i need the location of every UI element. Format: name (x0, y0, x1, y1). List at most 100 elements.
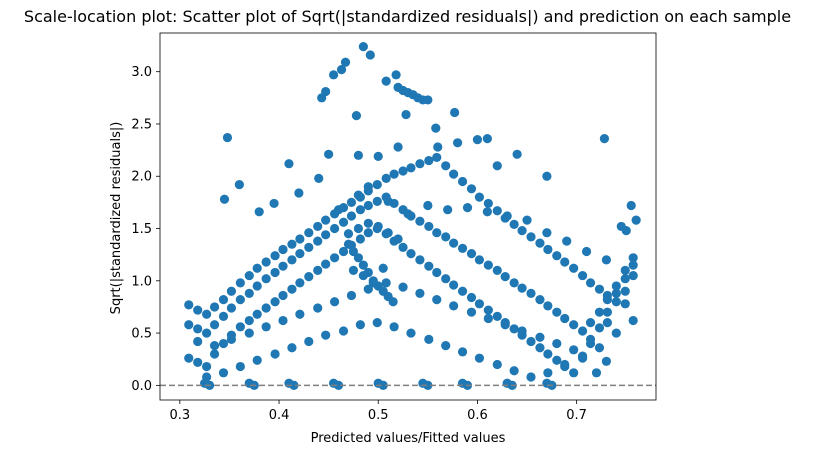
y-axis-ticks: 0.0 0.5 1.0 1.5 2.0 2.5 3.0 (131, 65, 160, 394)
data-point (594, 307, 605, 317)
data-point (526, 232, 536, 242)
data-point (517, 326, 527, 336)
data-point (193, 357, 203, 367)
data-point (295, 249, 305, 259)
data-point (321, 86, 331, 97)
data-point (620, 286, 630, 296)
data-point (244, 328, 254, 338)
data-point (543, 349, 553, 359)
data-point (433, 142, 443, 152)
data-point (321, 230, 331, 240)
x-tick-label: 0.5 (368, 408, 389, 423)
data-point (353, 223, 363, 234)
data-point (294, 188, 304, 198)
data-point (218, 311, 229, 321)
x-tick-label: 0.6 (467, 408, 488, 423)
data-point (378, 380, 388, 390)
data-point (355, 205, 365, 215)
data-point (393, 142, 403, 152)
data-point (351, 111, 362, 121)
data-point (278, 261, 288, 271)
data-point (202, 328, 212, 338)
data-point (235, 322, 245, 332)
data-point (543, 368, 553, 378)
data-point (535, 343, 545, 353)
data-point (482, 207, 492, 217)
y-tick-label: 1.0 (131, 274, 152, 289)
data-point (333, 205, 344, 215)
data-point (594, 343, 605, 353)
data-point (602, 295, 612, 305)
data-point (383, 228, 393, 238)
data-point (500, 272, 510, 282)
data-point (193, 324, 203, 334)
data-point (560, 313, 570, 324)
data-point (378, 263, 388, 273)
data-point (620, 274, 630, 284)
y-tick-label: 2.0 (131, 170, 152, 185)
data-point (287, 284, 297, 294)
plot-frame (159, 32, 657, 401)
data-point (466, 249, 477, 259)
data-point (348, 265, 359, 275)
data-point (535, 238, 545, 248)
data-point (482, 134, 492, 144)
data-point (441, 161, 451, 171)
data-point (443, 205, 453, 215)
data-point (628, 315, 638, 326)
data-point (577, 326, 588, 336)
data-point (193, 336, 203, 347)
data-point (222, 132, 233, 143)
data-point (287, 255, 297, 265)
data-point (406, 163, 416, 173)
data-point (234, 180, 244, 190)
data-point (324, 149, 334, 159)
data-point (278, 315, 288, 326)
data-point (457, 286, 468, 296)
data-point (346, 197, 357, 207)
data-point (295, 234, 305, 244)
data-point (353, 150, 363, 160)
data-point (314, 173, 324, 183)
data-point (415, 288, 425, 298)
data-point (602, 307, 612, 317)
data-point (329, 70, 339, 80)
data-point (383, 196, 393, 206)
data-point (492, 311, 502, 321)
data-point (522, 215, 532, 225)
data-point (628, 260, 638, 270)
data-point (269, 198, 279, 209)
data-point (363, 200, 373, 211)
data-point (270, 251, 280, 261)
x-axis-ticks: 0.3 0.4 0.5 0.6 0.7 (169, 400, 587, 423)
data-point (423, 200, 433, 211)
data-point (373, 151, 383, 161)
data-point (453, 138, 463, 148)
data-point (329, 253, 340, 263)
data-point (577, 270, 588, 281)
data-point (474, 192, 485, 202)
data-point (368, 278, 378, 288)
data-point (244, 270, 254, 281)
data-point (502, 211, 512, 221)
data-point (599, 134, 610, 144)
data-point (611, 288, 621, 298)
data-point (552, 338, 562, 349)
data-point (363, 182, 373, 192)
y-tick-label: 3.0 (131, 65, 152, 80)
data-point (304, 228, 314, 238)
data-point (372, 196, 382, 206)
data-point (569, 263, 579, 273)
data-point (365, 50, 375, 60)
data-point (202, 309, 212, 319)
x-tick-label: 0.3 (169, 408, 190, 423)
data-point (457, 243, 468, 253)
data-point (602, 318, 612, 328)
data-point (218, 295, 229, 305)
data-point (304, 336, 314, 347)
data-point (415, 159, 425, 169)
y-axis-label: Sqrt(|standardized residuals|) (109, 122, 124, 315)
data-point (552, 307, 562, 317)
